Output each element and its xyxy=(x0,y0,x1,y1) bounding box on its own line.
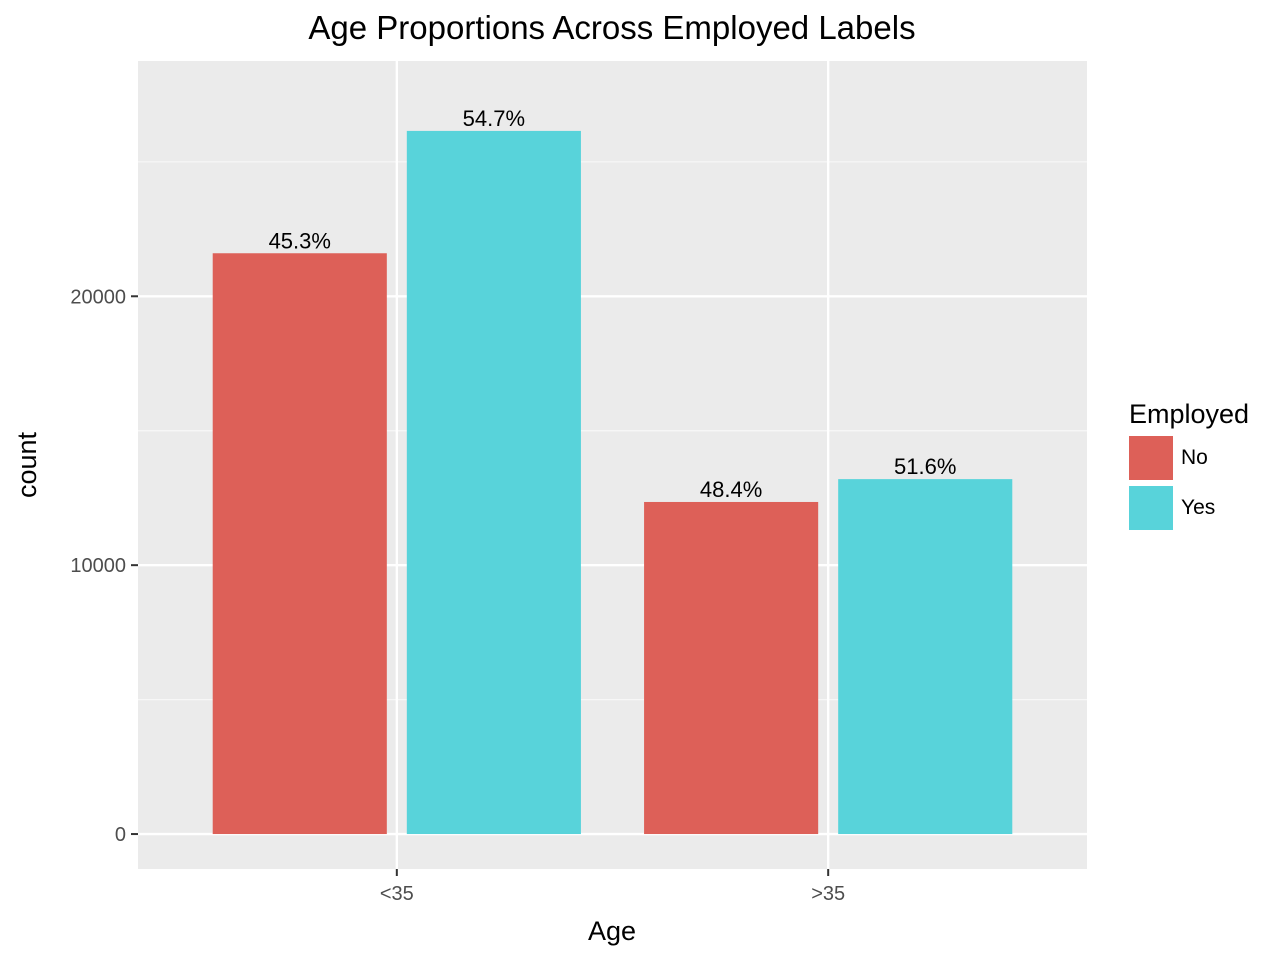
y-axis-title: count xyxy=(12,431,42,498)
legend-title: Employed xyxy=(1129,399,1249,429)
y-tick-label: 20000 xyxy=(70,286,126,308)
bars: 45.3% 48.4% 54.7% 51.6% xyxy=(212,106,1013,835)
y-tick-label: 10000 xyxy=(70,555,126,577)
bar-no-0 xyxy=(212,253,387,835)
legend-key-yes xyxy=(1129,486,1173,530)
bar-data-label: 45.3% xyxy=(269,228,331,253)
x-tick-label: <35 xyxy=(380,883,414,905)
bar-no-1 xyxy=(644,501,819,835)
y-tick-label: 0 xyxy=(115,824,126,846)
legend-label: Yes xyxy=(1181,496,1215,519)
x-axis-title: Age xyxy=(588,916,636,946)
bar-data-label: 51.6% xyxy=(894,454,956,479)
legend: Employed No Yes xyxy=(1129,399,1249,530)
bar-data-label: 54.7% xyxy=(463,106,525,131)
legend-key-no xyxy=(1129,436,1173,480)
bar-data-label: 48.4% xyxy=(700,477,762,502)
x-tick-label: >35 xyxy=(811,883,845,905)
bar-yes-1 xyxy=(838,479,1013,835)
x-axis: <35 >35 xyxy=(380,869,845,905)
bar-yes-0 xyxy=(406,130,581,835)
y-axis: 0 10000 20000 xyxy=(70,286,138,846)
chart-title: Age Proportions Across Employed Labels xyxy=(308,9,915,46)
legend-label: No xyxy=(1181,446,1208,469)
